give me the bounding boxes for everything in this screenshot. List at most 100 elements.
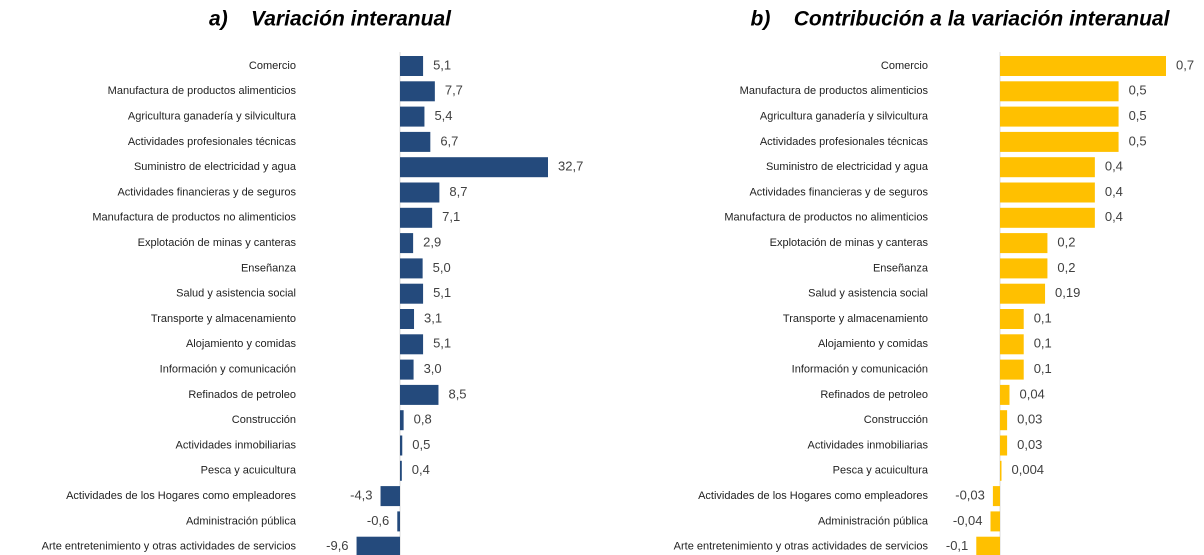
- category-label: Enseñanza: [873, 262, 929, 274]
- bar: [1000, 309, 1024, 329]
- category-label: Construcción: [232, 414, 296, 426]
- bar: [400, 384, 439, 405]
- bar: [1000, 106, 1119, 127]
- category-label: Suministro de electricidad y agua: [134, 161, 297, 173]
- value-label: 0,5: [1129, 133, 1147, 148]
- category-label: Salud y asistencia social: [176, 288, 296, 300]
- value-label: 3,1: [424, 310, 442, 325]
- value-label: 0,4: [412, 462, 430, 477]
- bar: [1000, 182, 1095, 203]
- category-label: Refinados de petroleo: [820, 389, 928, 401]
- bar: [992, 486, 1000, 507]
- value-label: 6,7: [440, 133, 458, 148]
- category-label: Arte entretenimiento y otras actividades…: [42, 541, 297, 553]
- category-label: Agricultura ganadería y silvicultura: [760, 111, 929, 123]
- value-label: 5,1: [433, 336, 451, 351]
- bar: [1000, 359, 1024, 380]
- category-label: Explotación de minas y canteras: [770, 237, 929, 249]
- bar: [1000, 283, 1046, 304]
- bar: [400, 460, 402, 481]
- category-label: Información y comunicación: [160, 364, 296, 376]
- category-label: Actividades inmobiliarias: [176, 439, 297, 451]
- bar: [1000, 131, 1119, 152]
- value-label: 0,7: [1176, 57, 1194, 72]
- value-label: 0,5: [412, 437, 430, 452]
- value-label: 0,4: [1105, 159, 1123, 174]
- bar: [1000, 460, 1002, 481]
- category-label: Actividades financieras y de seguros: [117, 186, 296, 198]
- value-label: 0,5: [1129, 83, 1147, 98]
- bar: [1000, 435, 1008, 456]
- bar: [1000, 207, 1095, 228]
- value-label: 2,9: [423, 235, 441, 250]
- category-label: Actividades de los Hogares como empleado…: [698, 490, 928, 502]
- category-label: Actividades profesionales técnicas: [760, 136, 929, 148]
- bar: [400, 309, 415, 329]
- value-label: -0,1: [946, 538, 968, 553]
- bar: [400, 258, 423, 279]
- bar: [976, 536, 1000, 555]
- category-label: Alojamiento y comidas: [186, 338, 297, 350]
- category-label: Pesca y acuicultura: [833, 465, 929, 477]
- category-label: Enseñanza: [241, 262, 297, 274]
- bar: [990, 511, 1000, 532]
- bar: [400, 207, 433, 228]
- value-label: 5,4: [434, 108, 452, 123]
- bar: [380, 486, 400, 507]
- category-label: Información y comunicación: [792, 364, 928, 376]
- value-label: 0,19: [1055, 285, 1080, 300]
- bar: [1000, 233, 1048, 254]
- value-label: -4,3: [350, 488, 372, 503]
- bar: [400, 435, 403, 456]
- bar: [397, 511, 400, 532]
- bar: [400, 131, 431, 152]
- category-label: Explotación de minas y canteras: [138, 237, 297, 249]
- bar: [400, 359, 414, 380]
- category-label: Manufactura de productos alimenticios: [108, 85, 297, 97]
- category-label: Pesca y acuicultura: [201, 465, 297, 477]
- value-label: 5,0: [433, 260, 451, 275]
- category-label: Actividades inmobiliarias: [808, 439, 929, 451]
- bar: [400, 56, 424, 76]
- chart-title: a) Variación interanual: [209, 8, 452, 31]
- bar: [400, 334, 424, 355]
- value-label: 0,03: [1017, 437, 1042, 452]
- value-label: -0,6: [367, 513, 389, 528]
- value-label: 0,1: [1034, 361, 1052, 376]
- category-label: Refinados de petroleo: [188, 389, 296, 401]
- bar: [400, 233, 414, 254]
- value-label: 0,1: [1034, 336, 1052, 351]
- value-label: 0,5: [1129, 108, 1147, 123]
- value-label: 0,4: [1105, 209, 1123, 224]
- bar: [1000, 410, 1008, 431]
- category-label: Arte entretenimiento y otras actividades…: [674, 541, 929, 553]
- bar: [1000, 258, 1048, 279]
- value-label: 0,1: [1034, 310, 1052, 325]
- category-label: Administración pública: [186, 515, 297, 527]
- category-label: Actividades de los Hogares como empleado…: [66, 490, 296, 502]
- bar: [1000, 334, 1024, 355]
- value-label: 0,8: [414, 412, 432, 427]
- value-label: -0,04: [953, 513, 983, 528]
- bar: [1000, 157, 1095, 178]
- bar: [400, 283, 424, 304]
- category-label: Actividades financieras y de seguros: [749, 186, 928, 198]
- value-label: 32,7: [558, 159, 583, 174]
- bar: [1000, 384, 1010, 405]
- bar: [400, 182, 440, 203]
- value-label: 7,1: [442, 209, 460, 224]
- category-label: Comercio: [881, 60, 928, 72]
- value-label: 8,5: [448, 386, 466, 401]
- bar: [1000, 81, 1119, 102]
- category-label: Manufactura de productos alimenticios: [740, 85, 929, 97]
- bar: [356, 536, 400, 555]
- category-label: Manufactura de productos no alimenticios: [92, 212, 296, 224]
- chart-title: b) Contribución a la variación interanua…: [751, 8, 1171, 31]
- value-label: -0,03: [955, 488, 985, 503]
- category-label: Comercio: [249, 60, 296, 72]
- value-label: 8,7: [449, 184, 467, 199]
- category-label: Actividades profesionales técnicas: [128, 136, 297, 148]
- value-label: 5,1: [433, 57, 451, 72]
- category-label: Construcción: [864, 414, 928, 426]
